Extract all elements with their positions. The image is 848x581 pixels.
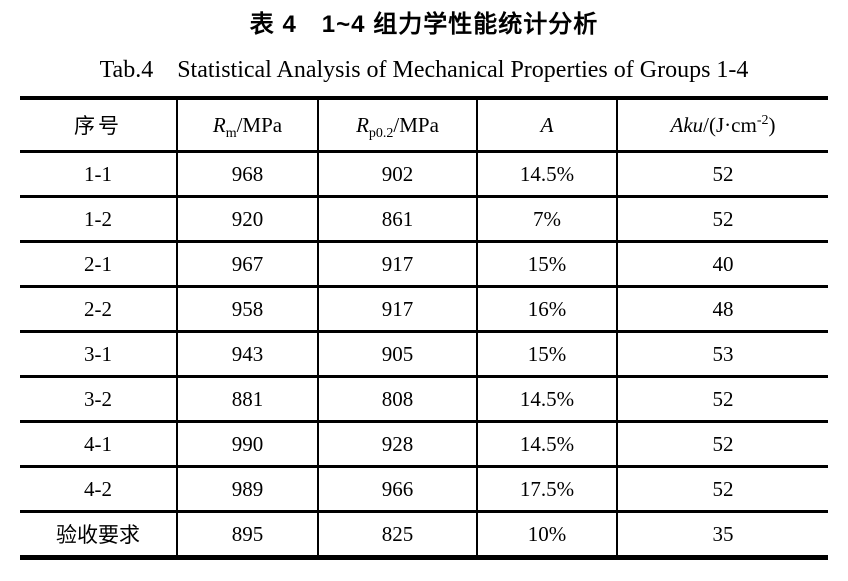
table-cell: 53 xyxy=(617,331,828,378)
column-header-rp02: Rp0.2/MPa xyxy=(318,98,478,153)
table-cell: 928 xyxy=(318,421,478,468)
table-row: 2-1 967 917 15% 40 xyxy=(20,241,828,288)
table-cell: 40 xyxy=(617,241,828,288)
table-cell: 14.5% xyxy=(477,151,618,198)
table-cell: 52 xyxy=(617,466,828,513)
table-row: 4-2 989 966 17.5% 52 xyxy=(20,466,828,513)
table-cell: 52 xyxy=(617,151,828,198)
table-cell: 2-1 xyxy=(20,241,178,288)
table-cell: 902 xyxy=(318,151,478,198)
table-cell: 3-1 xyxy=(20,331,178,378)
table-body: 1-1 968 902 14.5% 52 1-2 920 861 7% 52 2… xyxy=(20,151,828,559)
table-cell: 825 xyxy=(318,511,478,559)
table-cell: 52 xyxy=(617,376,828,423)
mechanical-properties-table: 序号 Rm/MPa Rp0.2/MPa A Aku/(J·cm-2) 1-1 9… xyxy=(20,96,828,560)
table-cell: 895 xyxy=(177,511,319,559)
table-cell: 917 xyxy=(318,241,478,288)
table-cell: 989 xyxy=(177,466,319,513)
table-cell: 16% xyxy=(477,286,618,333)
table-row-acceptance: 验收要求 895 825 10% 35 xyxy=(20,511,828,559)
table-cell: 验收要求 xyxy=(20,511,178,559)
table-cell: 958 xyxy=(177,286,319,333)
table-row: 3-1 943 905 15% 53 xyxy=(20,331,828,378)
table-cell: 920 xyxy=(177,196,319,243)
table-cell: 943 xyxy=(177,331,319,378)
column-header-aku: Aku/(J·cm-2) xyxy=(617,98,828,153)
table-row: 1-2 920 861 7% 52 xyxy=(20,196,828,243)
table-cell: 4-2 xyxy=(20,466,178,513)
table-cell: 808 xyxy=(318,376,478,423)
table-cell: 14.5% xyxy=(477,376,618,423)
table-cell: 905 xyxy=(318,331,478,378)
table-caption-chinese: 表 4 1~4 组力学性能统计分析 xyxy=(249,11,599,38)
table-caption-english: Tab.4 Statistical Analysis of Mechanical… xyxy=(99,57,749,83)
table-cell: 861 xyxy=(318,196,478,243)
table-row: 2-2 958 917 16% 48 xyxy=(20,286,828,333)
table-cell: 881 xyxy=(177,376,319,423)
table-cell: 3-2 xyxy=(20,376,178,423)
table-cell: 2-2 xyxy=(20,286,178,333)
table-row: 1-1 968 902 14.5% 52 xyxy=(20,151,828,198)
table-cell: 48 xyxy=(617,286,828,333)
table-cell: 17.5% xyxy=(477,466,618,513)
table-cell: 1-2 xyxy=(20,196,178,243)
column-header-serial: 序号 xyxy=(20,98,178,153)
table-cell: 14.5% xyxy=(477,421,618,468)
table-cell: 15% xyxy=(477,331,618,378)
table-cell: 4-1 xyxy=(20,421,178,468)
header-row: 序号 Rm/MPa Rp0.2/MPa A Aku/(J·cm-2) xyxy=(20,98,828,153)
table-row: 4-1 990 928 14.5% 52 xyxy=(20,421,828,468)
table-cell: 967 xyxy=(177,241,319,288)
table-cell: 968 xyxy=(177,151,319,198)
table-cell: 52 xyxy=(617,421,828,468)
table-cell: 990 xyxy=(177,421,319,468)
table-cell: 1-1 xyxy=(20,151,178,198)
table-cell: 7% xyxy=(477,196,618,243)
table-cell: 917 xyxy=(318,286,478,333)
table-cell: 52 xyxy=(617,196,828,243)
table-cell: 15% xyxy=(477,241,618,288)
table-cell: 35 xyxy=(617,511,828,559)
table-cell: 10% xyxy=(477,511,618,559)
table-cell: 966 xyxy=(318,466,478,513)
column-header-elongation: A xyxy=(477,98,618,153)
column-header-rm: Rm/MPa xyxy=(177,98,319,153)
table-row: 3-2 881 808 14.5% 52 xyxy=(20,376,828,423)
